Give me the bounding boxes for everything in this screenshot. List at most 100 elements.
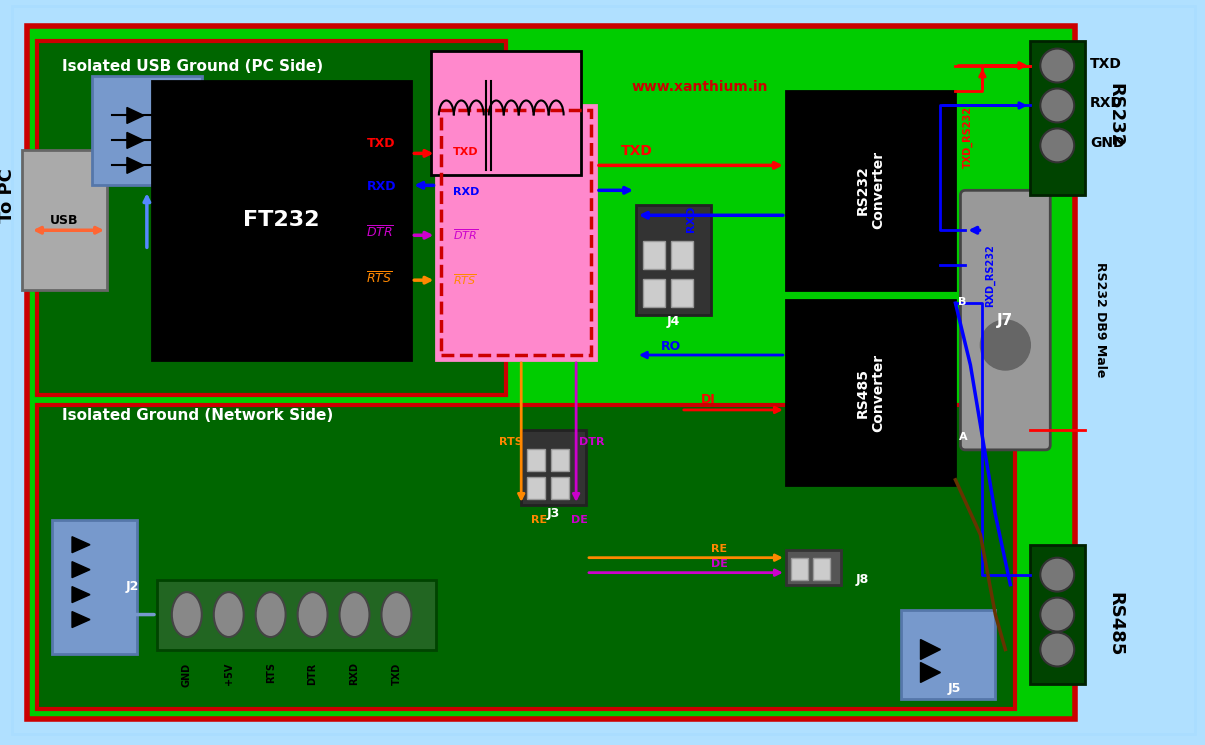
Text: J4: J4 bbox=[666, 315, 680, 328]
FancyBboxPatch shape bbox=[671, 279, 693, 307]
Text: J8: J8 bbox=[856, 573, 869, 586]
Text: DTR: DTR bbox=[580, 437, 605, 447]
Text: RS485: RS485 bbox=[1106, 592, 1124, 657]
Text: RXD_RS232: RXD_RS232 bbox=[984, 244, 994, 308]
FancyBboxPatch shape bbox=[643, 241, 665, 269]
Text: TXD: TXD bbox=[1091, 57, 1122, 71]
FancyBboxPatch shape bbox=[431, 51, 581, 175]
Text: RXD: RXD bbox=[349, 662, 359, 685]
Ellipse shape bbox=[172, 592, 201, 637]
Text: RO: RO bbox=[662, 340, 681, 353]
Circle shape bbox=[981, 320, 1030, 370]
Text: $\overline{RTS}$: $\overline{RTS}$ bbox=[453, 273, 477, 287]
Polygon shape bbox=[127, 107, 143, 124]
Text: RXD: RXD bbox=[366, 180, 396, 193]
FancyBboxPatch shape bbox=[52, 520, 137, 655]
FancyBboxPatch shape bbox=[27, 25, 1075, 720]
Ellipse shape bbox=[382, 592, 411, 637]
Text: To PC: To PC bbox=[0, 168, 16, 223]
Text: RS232 DB9 Male: RS232 DB9 Male bbox=[1094, 262, 1106, 378]
FancyBboxPatch shape bbox=[786, 300, 956, 485]
Text: $\overline{RTS}$: $\overline{RTS}$ bbox=[366, 270, 393, 286]
Text: DE: DE bbox=[711, 559, 728, 568]
FancyBboxPatch shape bbox=[551, 449, 569, 471]
Text: J3: J3 bbox=[547, 507, 560, 520]
Ellipse shape bbox=[213, 592, 243, 637]
Text: USB: USB bbox=[49, 214, 78, 226]
Ellipse shape bbox=[298, 592, 328, 637]
Text: J7: J7 bbox=[998, 313, 1013, 328]
FancyBboxPatch shape bbox=[528, 449, 545, 471]
FancyBboxPatch shape bbox=[636, 206, 711, 315]
Polygon shape bbox=[72, 586, 90, 603]
Text: TXD_RS232: TXD_RS232 bbox=[963, 106, 972, 168]
FancyBboxPatch shape bbox=[37, 40, 506, 395]
Text: +5V: +5V bbox=[224, 662, 234, 685]
Text: RS232
Converter: RS232 Converter bbox=[856, 151, 886, 229]
FancyBboxPatch shape bbox=[522, 430, 586, 505]
Circle shape bbox=[1040, 128, 1074, 162]
Text: RXD: RXD bbox=[686, 206, 696, 232]
Text: Isolated Ground (Network Side): Isolated Ground (Network Side) bbox=[61, 408, 334, 423]
Text: GND: GND bbox=[182, 662, 192, 687]
Polygon shape bbox=[921, 662, 940, 682]
FancyBboxPatch shape bbox=[671, 241, 693, 269]
FancyBboxPatch shape bbox=[786, 550, 841, 585]
Text: DI: DI bbox=[701, 393, 716, 406]
FancyBboxPatch shape bbox=[812, 558, 830, 580]
FancyBboxPatch shape bbox=[22, 150, 107, 290]
Text: TXD: TXD bbox=[453, 148, 478, 157]
Ellipse shape bbox=[340, 592, 370, 637]
Text: RS232: RS232 bbox=[1106, 83, 1124, 148]
FancyBboxPatch shape bbox=[786, 90, 956, 290]
FancyBboxPatch shape bbox=[528, 477, 545, 498]
Text: RXD: RXD bbox=[1091, 96, 1123, 110]
FancyBboxPatch shape bbox=[12, 6, 1195, 735]
FancyBboxPatch shape bbox=[965, 195, 1045, 445]
Polygon shape bbox=[127, 133, 143, 148]
Polygon shape bbox=[72, 612, 90, 627]
Polygon shape bbox=[72, 536, 90, 553]
Text: J2: J2 bbox=[125, 580, 139, 592]
FancyBboxPatch shape bbox=[1030, 545, 1086, 685]
Text: DTR: DTR bbox=[307, 662, 318, 685]
Text: J5: J5 bbox=[947, 682, 960, 695]
Circle shape bbox=[1040, 89, 1074, 122]
Text: TXD: TXD bbox=[392, 662, 401, 685]
Text: DE: DE bbox=[571, 515, 588, 524]
FancyBboxPatch shape bbox=[900, 609, 995, 700]
FancyBboxPatch shape bbox=[551, 477, 569, 498]
FancyBboxPatch shape bbox=[436, 106, 596, 360]
Text: TXD: TXD bbox=[366, 137, 395, 150]
Text: RE: RE bbox=[531, 515, 547, 524]
Text: B: B bbox=[958, 297, 966, 307]
Polygon shape bbox=[72, 562, 90, 577]
FancyBboxPatch shape bbox=[643, 279, 665, 307]
FancyBboxPatch shape bbox=[157, 580, 436, 650]
Polygon shape bbox=[127, 157, 143, 174]
Text: GND: GND bbox=[1091, 136, 1124, 150]
Circle shape bbox=[1040, 48, 1074, 83]
Text: $\overline{DTR}$: $\overline{DTR}$ bbox=[453, 227, 478, 242]
Text: RTS: RTS bbox=[265, 662, 276, 683]
FancyBboxPatch shape bbox=[37, 405, 1016, 709]
FancyBboxPatch shape bbox=[790, 558, 807, 580]
Text: Isolated USB Ground (PC Side): Isolated USB Ground (PC Side) bbox=[61, 59, 323, 74]
Text: TXD: TXD bbox=[621, 145, 653, 159]
Text: A: A bbox=[958, 432, 968, 442]
Polygon shape bbox=[921, 639, 940, 659]
Ellipse shape bbox=[255, 592, 286, 637]
Circle shape bbox=[1040, 597, 1074, 632]
FancyBboxPatch shape bbox=[152, 80, 411, 360]
Text: RS485
Converter: RS485 Converter bbox=[856, 354, 886, 432]
Text: FT232: FT232 bbox=[243, 210, 319, 230]
Circle shape bbox=[1040, 558, 1074, 592]
Text: RTS: RTS bbox=[499, 437, 523, 447]
FancyBboxPatch shape bbox=[92, 75, 201, 186]
FancyBboxPatch shape bbox=[960, 190, 1051, 450]
Text: www.xanthium.in: www.xanthium.in bbox=[631, 80, 768, 94]
Text: $\overline{DTR}$: $\overline{DTR}$ bbox=[366, 225, 394, 240]
Circle shape bbox=[1040, 633, 1074, 667]
Text: RE: RE bbox=[711, 544, 727, 554]
FancyBboxPatch shape bbox=[1030, 40, 1086, 195]
